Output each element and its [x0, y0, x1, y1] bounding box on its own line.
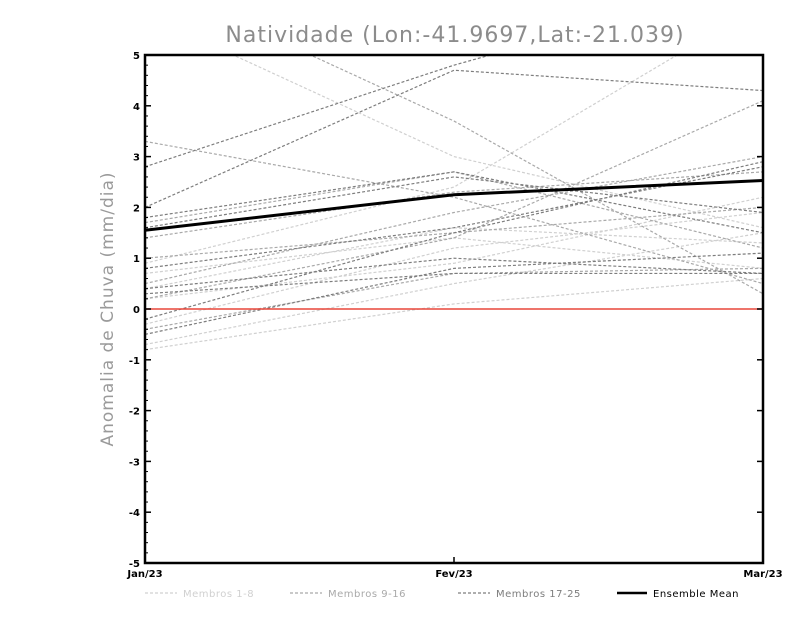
legend-label: Ensemble Mean	[653, 589, 739, 600]
member-line-17	[145, 55, 493, 168]
ensemble-members	[145, 55, 763, 351]
y-tick-label: 0	[133, 305, 140, 316]
y-axis-label: Anomalia de Chuva (mm/dia)	[98, 171, 118, 446]
member-line-8	[145, 211, 763, 325]
member-line-16	[145, 156, 763, 285]
y-tick-label: -5	[129, 559, 140, 570]
y-tick-label: -2	[129, 407, 140, 418]
x-tick-label: Mar/23	[743, 569, 782, 580]
member-line-12	[145, 100, 763, 300]
y-tick-label: 5	[133, 51, 140, 62]
member-line-5	[145, 232, 763, 346]
member-line-22	[145, 257, 763, 290]
member-line-14	[309, 55, 763, 295]
member-line-19	[145, 176, 763, 229]
member-line-20	[145, 171, 763, 234]
member-line-7	[145, 196, 763, 300]
y-tick-label: -3	[129, 457, 140, 468]
y-tick-label: 2	[133, 203, 140, 214]
legend-label: Membros 9-16	[328, 589, 406, 600]
y-tick-label: -4	[129, 508, 140, 519]
y-tick-label: 1	[133, 254, 140, 265]
y-tick-label: 4	[133, 102, 140, 113]
member-line-10	[145, 171, 763, 249]
member-line-6	[145, 227, 763, 290]
y-tick-label: -1	[129, 356, 140, 367]
member-line-18	[145, 69, 763, 208]
x-axis-ticks: Jan/23 Fev/23 Mar/23	[126, 557, 783, 580]
x-tick-label: Fev/23	[435, 569, 472, 580]
y-axis-ticks: 5 4 3 2 1 0 -1 -2 -3 -4 -5	[129, 51, 763, 570]
y-tick-label: 3	[133, 153, 140, 164]
member-line-9	[145, 140, 763, 285]
legend-label: Membros 1-8	[183, 589, 254, 600]
member-line-23	[145, 252, 763, 335]
ensemble-mean-line	[144, 178, 764, 232]
legend: Membros 1-8 Membros 9-16 Membros 17-25 Ense…	[145, 589, 739, 600]
chart-title: Natividade (Lon:-41.9697,Lat:-21.039)	[225, 23, 684, 48]
member-line-21	[145, 166, 763, 269]
member-line-4	[145, 277, 763, 351]
member-line-2	[145, 55, 679, 264]
member-line-1	[231, 55, 763, 229]
member-line-15	[145, 171, 763, 239]
member-line-3	[145, 237, 763, 275]
member-line-24	[145, 272, 763, 295]
legend-label: Membros 17-25	[496, 589, 581, 600]
member-line-13	[145, 267, 763, 330]
x-tick-label: Jan/23	[126, 569, 162, 580]
